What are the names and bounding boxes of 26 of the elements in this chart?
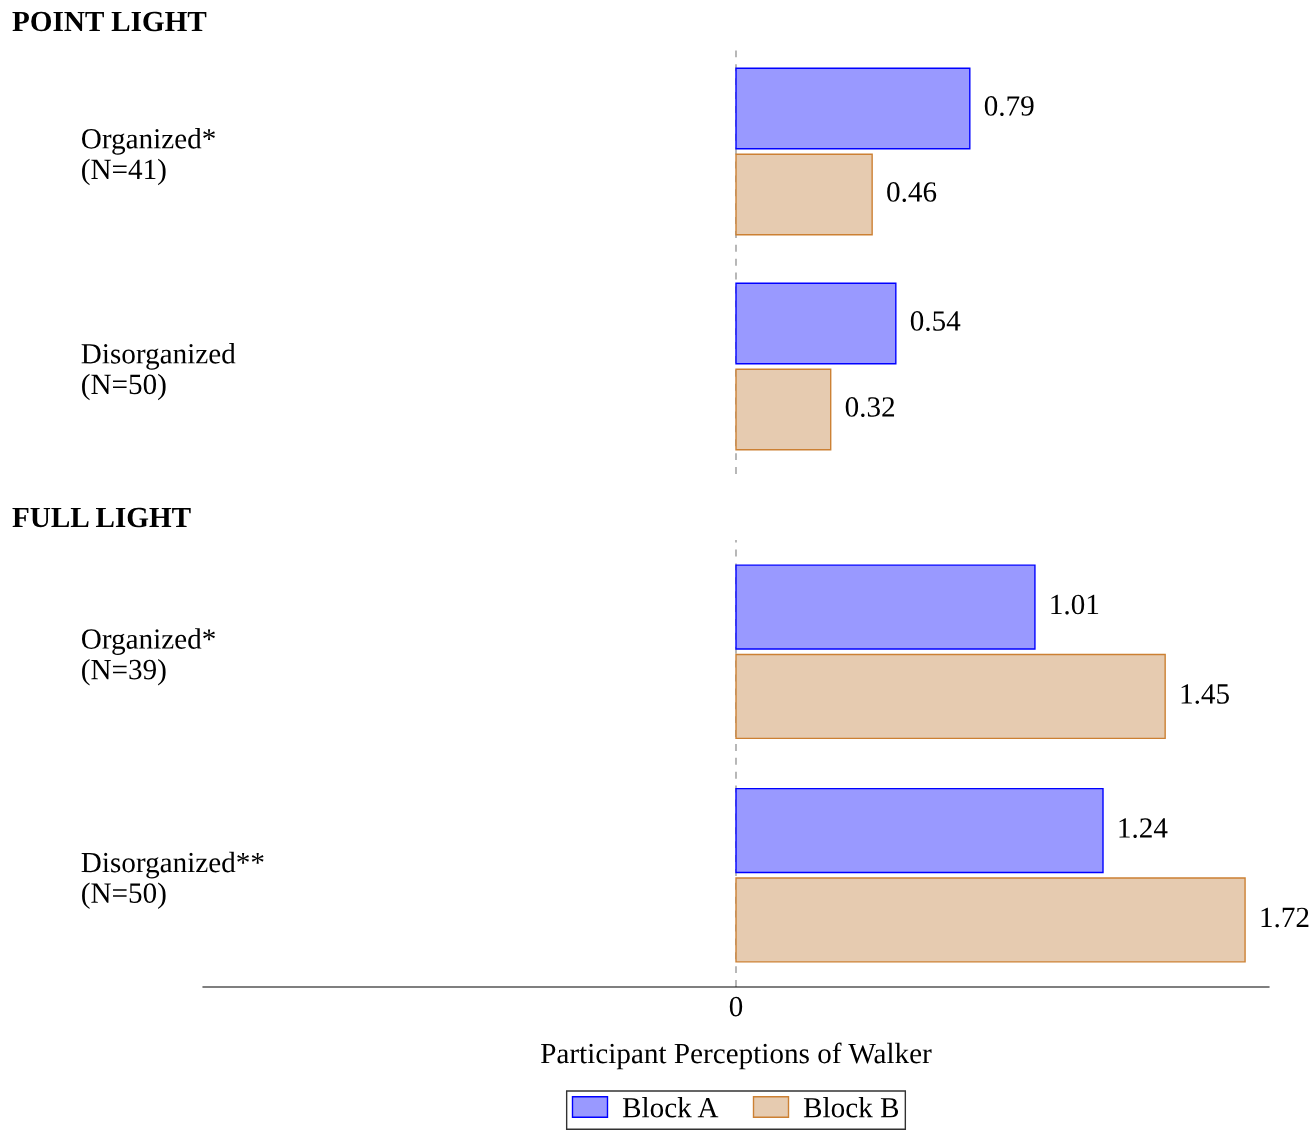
legend-label: Block A	[622, 1096, 719, 1118]
data-label: 0.32	[845, 397, 895, 417]
data-label: 1.72	[1261, 907, 1309, 928]
y-tick-label: Disorganized (N=50)	[81, 343, 236, 401]
data-label: 0.79	[984, 96, 1034, 116]
legend-label: Block B	[803, 1096, 899, 1118]
bar	[735, 877, 1246, 963]
y-tick-label: Organized* (N=39)	[81, 628, 215, 686]
bar	[735, 153, 873, 236]
data-label: 1.01	[1051, 594, 1099, 615]
bar	[735, 564, 1036, 650]
bar	[735, 653, 1166, 740]
x-axis-title: Participant Perceptions of Walker	[541, 1042, 932, 1070]
data-label: 1.24	[1119, 818, 1168, 838]
text: FULL LIGHT	[12, 507, 191, 528]
y-tick-label: Disorganized** (N=50)	[81, 851, 264, 909]
data-label: 0.46	[887, 182, 937, 202]
data-label: 1.45	[1181, 684, 1229, 704]
bar	[735, 67, 971, 150]
y-tick-label: Organized* (N=41)	[81, 128, 215, 186]
bar	[735, 368, 832, 451]
bar	[735, 787, 1104, 874]
data-label: 0.54	[910, 311, 961, 331]
text: 0	[729, 996, 743, 1017]
text: POINT LIGHT	[12, 11, 207, 32]
bar	[735, 282, 897, 365]
